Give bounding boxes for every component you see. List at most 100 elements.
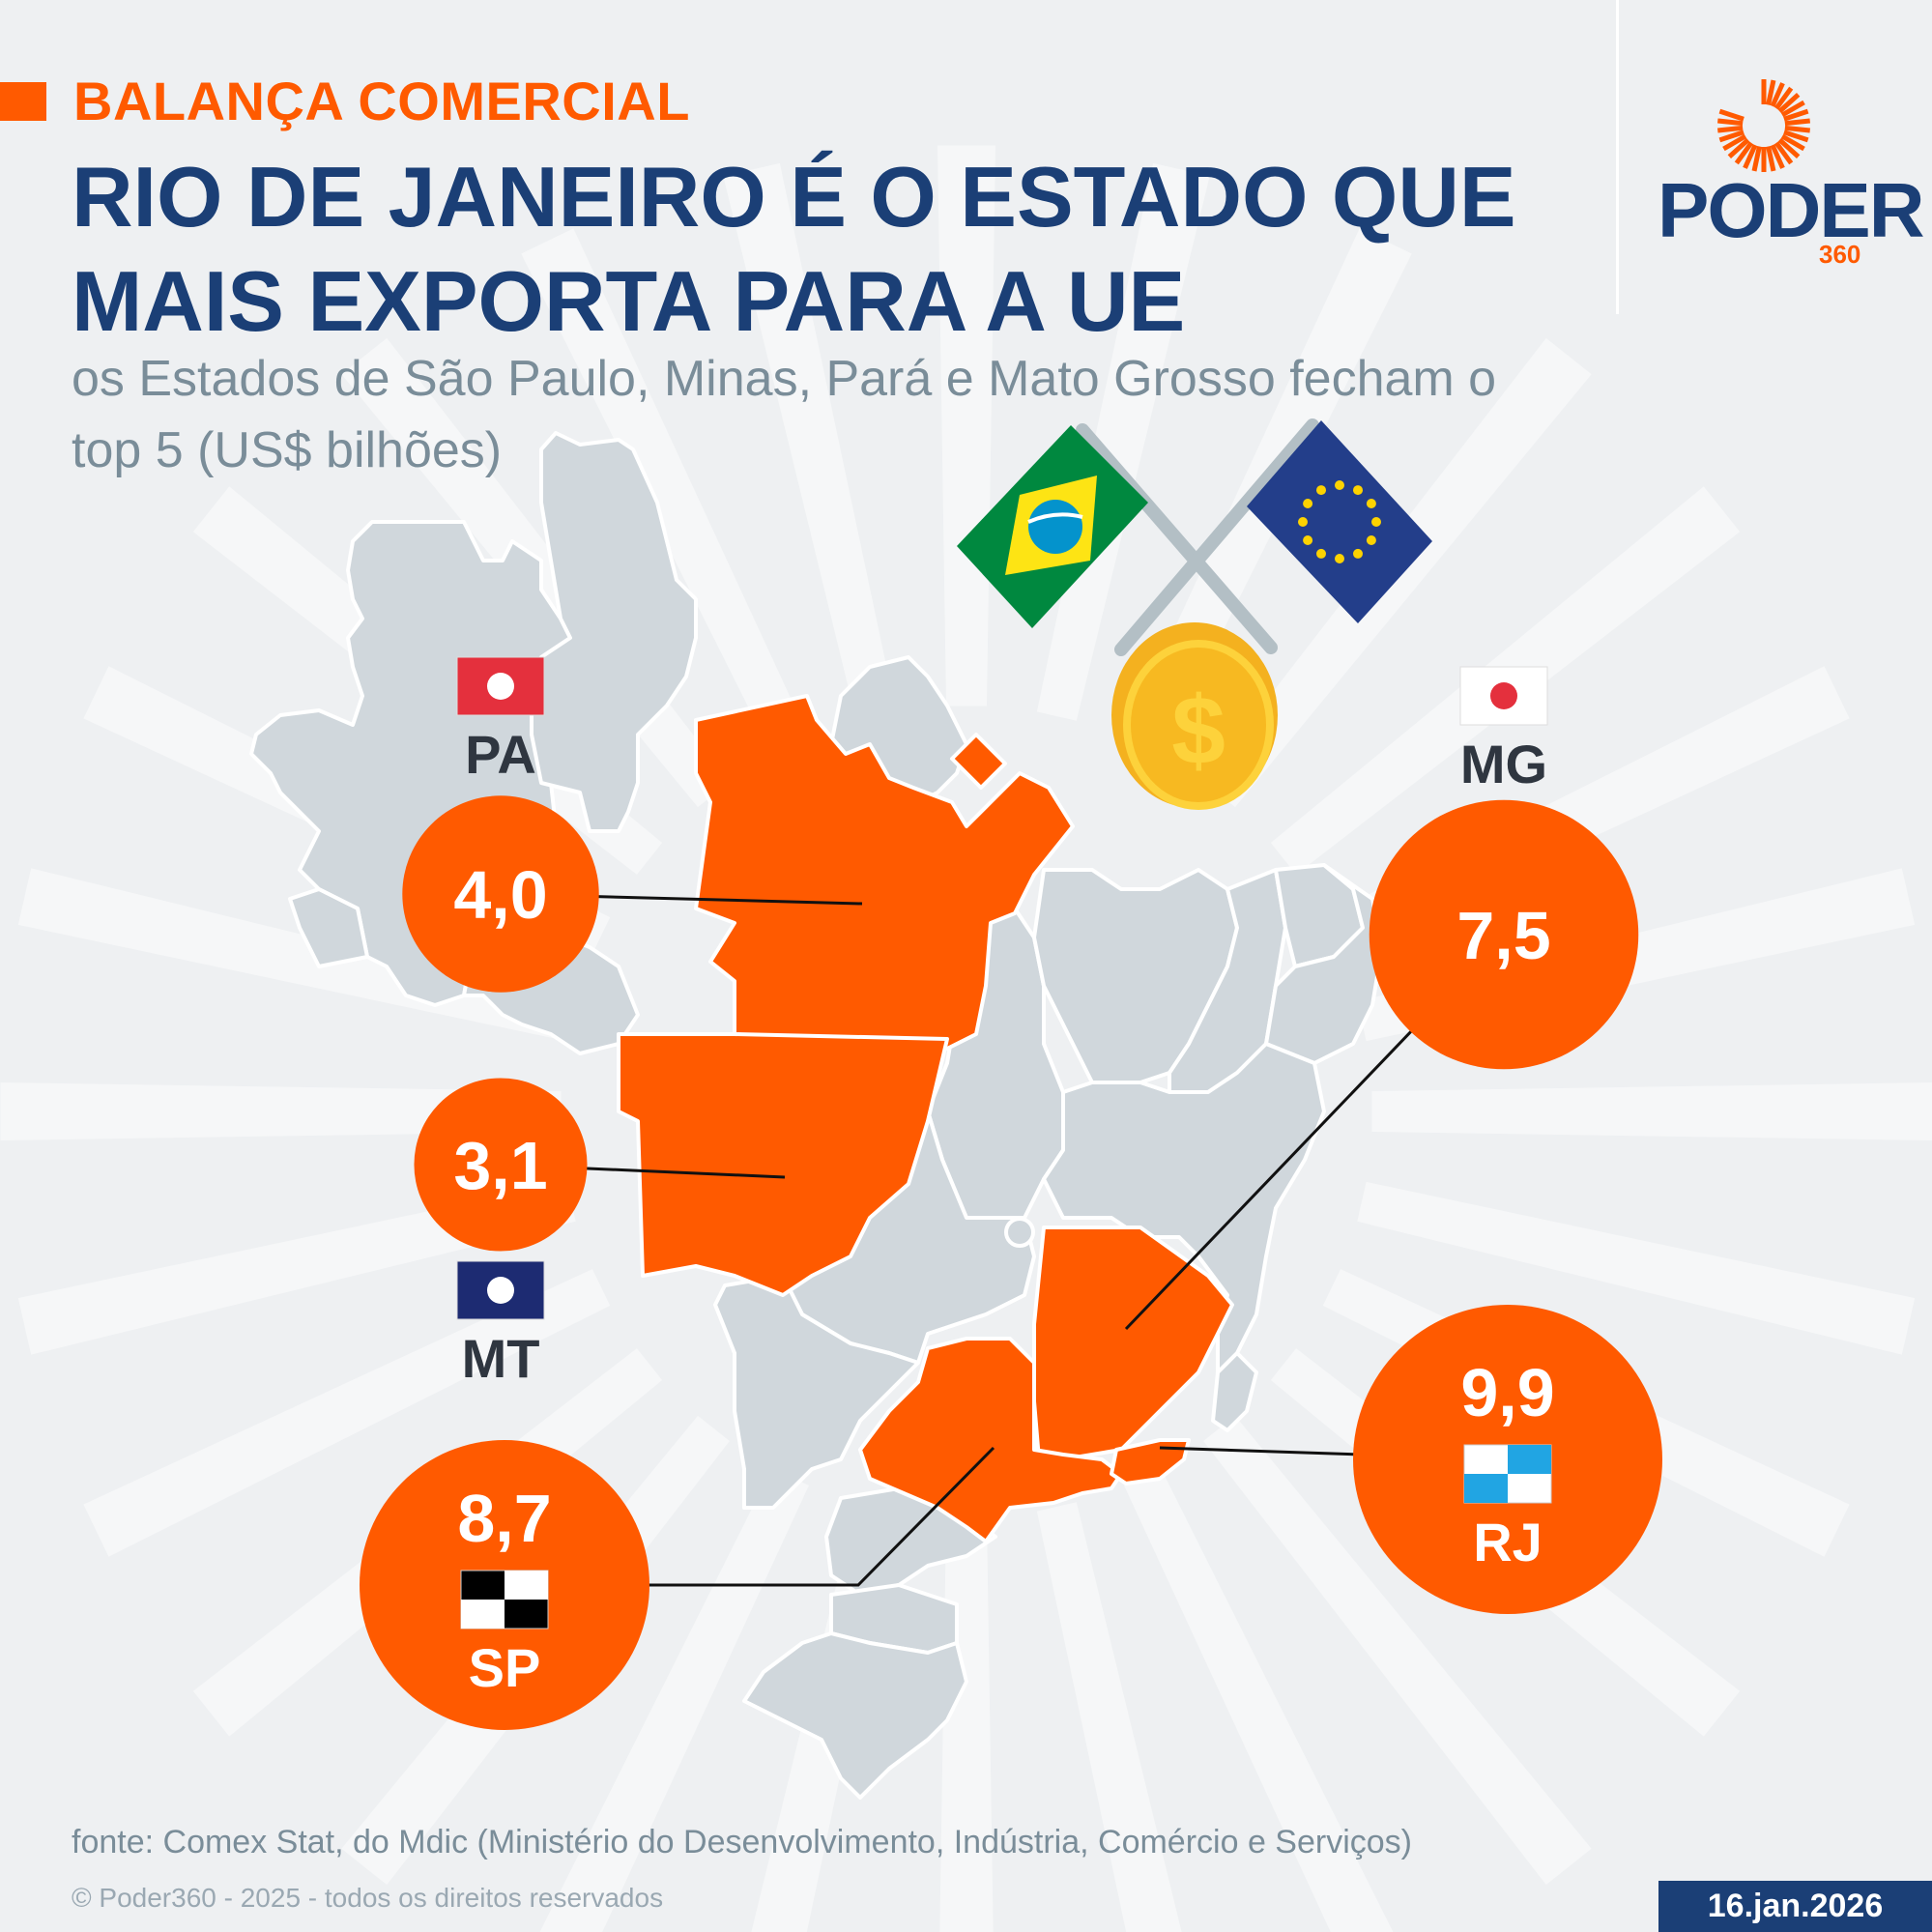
bubble-value: 3,1 — [453, 1128, 547, 1203]
sun-ray — [1770, 144, 1785, 169]
sun-ray — [1734, 141, 1754, 165]
mg-flag-icon — [1459, 666, 1548, 726]
background-ray — [83, 1269, 611, 1557]
sun-ray — [1717, 125, 1744, 133]
value-bubbles: 9,9 RJ 8,7 SP 7,5 MG 4,0 PA 3,1 MT — [360, 656, 1662, 1730]
logo-divider — [1616, 0, 1619, 314]
sun-ray — [1743, 144, 1758, 169]
eu-star — [1366, 499, 1376, 508]
background-ray — [1357, 1181, 1916, 1355]
rj-flag-icon — [1463, 1444, 1552, 1504]
sun-ray — [1773, 141, 1794, 165]
copyright-note: © Poder360 - 2025 - todos os direitos re… — [72, 1883, 664, 1913]
sun-ray — [1784, 118, 1810, 127]
poder360-sun-icon — [1717, 79, 1810, 172]
state-rj — [1110, 1438, 1191, 1485]
date-badge: 16.jan.2026 — [1658, 1881, 1932, 1932]
bubble-circle — [1369, 799, 1639, 1070]
background-ray — [1036, 162, 1210, 721]
background-ray — [521, 228, 809, 756]
background-ray — [723, 162, 897, 721]
background-ray — [1203, 1415, 1592, 1886]
eu-star — [1371, 517, 1381, 527]
map-highlighted-states — [617, 694, 1234, 1543]
flag-pole-right — [1114, 418, 1319, 656]
svg-text:$: $ — [1171, 677, 1226, 785]
sun-ray — [1717, 118, 1744, 127]
subtitle: os Estados de São Paulo, Minas, Pará e M… — [72, 351, 1497, 478]
state-label: MT — [462, 1328, 540, 1389]
mt-flag-icon — [456, 1260, 545, 1320]
eu-star — [1353, 485, 1363, 496]
page-title: RIO DE JANEIRO É O ESTADO QUE MAIS EXPOR… — [72, 149, 1516, 349]
state-ac — [288, 887, 369, 968]
state-pa — [694, 694, 1075, 1051]
state-ms — [713, 1274, 920, 1510]
logo-number: 360 — [1819, 240, 1861, 269]
background-ray — [1124, 1467, 1394, 1932]
bubble-circle — [402, 795, 599, 993]
state-sp — [858, 1337, 1123, 1543]
bubble-value: 7,5 — [1456, 898, 1550, 973]
logo-wordmark: PODER — [1658, 167, 1924, 253]
bubble-rj: 9,9 RJ — [1353, 1305, 1662, 1614]
eu-star — [1316, 548, 1326, 559]
brazil-flag-icon — [957, 425, 1148, 628]
eu-star — [1303, 499, 1313, 508]
bubble-state-label: SP — [469, 1637, 541, 1698]
background-ray — [1371, 1082, 1932, 1140]
state-ba — [1042, 1042, 1326, 1374]
state-rs — [742, 1631, 968, 1800]
sun-ray — [1784, 125, 1810, 133]
bubble-circle — [414, 1078, 588, 1252]
state-es — [1211, 1351, 1258, 1432]
eu-star — [1298, 517, 1308, 527]
flag-pole-left — [1076, 423, 1278, 654]
eu-star — [1303, 535, 1313, 545]
bubble-mg: 7,5 — [1369, 799, 1639, 1070]
sun-ray — [1722, 133, 1747, 152]
sun-ray — [1718, 130, 1745, 143]
background-ray — [0, 1082, 562, 1140]
sun-ray — [1766, 145, 1776, 172]
bubble-value: 8,7 — [457, 1481, 551, 1556]
crossed-flags-illustration: $ — [957, 418, 1432, 810]
eu-star — [1353, 548, 1363, 559]
eu-star — [1335, 480, 1344, 490]
sp-flag-icon — [460, 1570, 549, 1629]
pa-flag-icon — [456, 656, 545, 716]
background-ray — [1036, 1502, 1182, 1932]
eu-star — [1366, 535, 1376, 545]
eu-star — [1335, 554, 1344, 563]
dollar-coin-icon: $ — [1111, 622, 1278, 810]
state-label: PA — [465, 724, 536, 785]
source-note: fonte: Comex Stat, do Mdic (Ministério d… — [72, 1824, 1412, 1860]
sun-ray — [1777, 137, 1801, 159]
kicker-bar — [0, 81, 46, 121]
kicker: BALANÇA COMERCIAL — [0, 70, 690, 132]
sun-ray — [1780, 100, 1805, 118]
sun-ray — [1777, 93, 1801, 114]
sun-ray — [1783, 130, 1809, 143]
sun-ray — [1780, 133, 1805, 152]
bubble-mt: 3,1 — [414, 1078, 588, 1252]
bubble-value: 9,9 — [1460, 1355, 1554, 1430]
state-mt — [617, 1032, 949, 1297]
sun-ray — [1770, 82, 1785, 107]
sun-ray — [1783, 108, 1809, 122]
sun-ray — [1766, 79, 1776, 106]
bubble-sp: 8,7 SP — [360, 1440, 649, 1730]
kicker-text: BALANÇA COMERCIAL — [73, 71, 690, 131]
eu-flag-icon — [1247, 420, 1432, 623]
state-label: MG — [1460, 734, 1547, 794]
sun-ray — [1727, 137, 1750, 159]
sun-ray — [1751, 145, 1762, 172]
background-ray — [17, 1181, 576, 1355]
state-pa-island — [950, 733, 1007, 790]
bubble-value: 4,0 — [453, 857, 547, 933]
sun-ray — [1773, 86, 1794, 110]
eu-star — [1316, 485, 1326, 496]
bubble-pa: 4,0 — [402, 795, 599, 993]
bubble-state-label: RJ — [1473, 1512, 1543, 1572]
